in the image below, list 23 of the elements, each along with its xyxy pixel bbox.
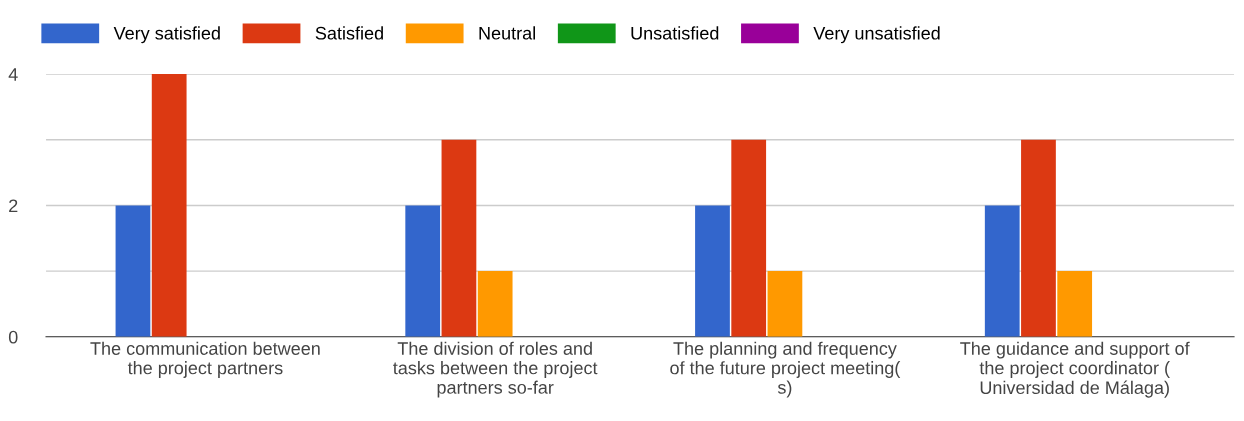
- bar: [984, 205, 1020, 337]
- bar: [767, 271, 803, 337]
- bar: [1057, 271, 1093, 337]
- legend-label: Satisfied: [315, 26, 383, 40]
- y-tick-label: 4: [8, 68, 18, 81]
- legend-label: Very satisfied: [113, 26, 220, 44]
- legend-label: Neutral: [479, 26, 535, 40]
- y-tick-label: 2: [9, 199, 18, 212]
- legend-label: Unsatisfied: [631, 26, 719, 40]
- bar: [695, 205, 730, 337]
- bar: [731, 139, 767, 337]
- y-tick-label: 0: [8, 330, 18, 344]
- bar: [151, 74, 187, 337]
- x-tick-label: The guidance and support of the project coordinator ( Universidad de Málaga): [960, 341, 1190, 398]
- bar: [1021, 139, 1056, 337]
- bar: [441, 139, 477, 337]
- bar: [405, 205, 441, 337]
- bar: [477, 271, 513, 337]
- legend-label: Very unsatisfied: [813, 26, 940, 44]
- x-tick-label: The planning and frequency of the future project meeting( s): [670, 341, 901, 398]
- x-tick-label: The communication between the project partners: [90, 341, 320, 378]
- bar: [115, 205, 151, 337]
- x-tick-label: The division of roles and tasks between the project partners so-far: [393, 341, 598, 398]
